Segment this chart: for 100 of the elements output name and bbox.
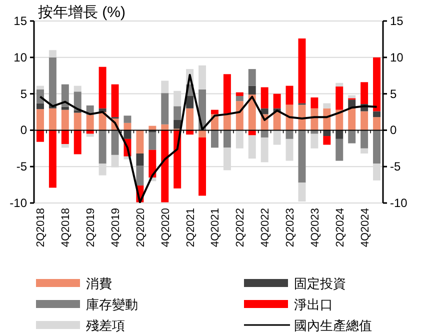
bar xyxy=(348,108,356,130)
legend-label: 淨出口 xyxy=(294,297,333,312)
bar xyxy=(86,134,94,137)
bar xyxy=(248,135,256,159)
bar xyxy=(174,120,182,129)
bar xyxy=(61,144,69,148)
bar xyxy=(74,86,82,92)
bar xyxy=(98,66,106,108)
bar xyxy=(111,84,119,118)
bar xyxy=(348,130,356,144)
chart-title: 按年增長 (%) xyxy=(38,4,126,21)
bar xyxy=(286,86,294,105)
y2-tick-label: 10 xyxy=(390,50,404,64)
bar xyxy=(36,130,44,142)
x-tick-label: 4Q2022 xyxy=(260,208,272,248)
bar xyxy=(74,112,82,130)
bar xyxy=(86,114,94,130)
x-tick-label: 2Q2021 xyxy=(184,208,197,248)
bar xyxy=(373,111,381,118)
bar xyxy=(186,108,194,130)
bar xyxy=(236,130,244,148)
bar xyxy=(36,103,44,110)
y-tick-label: 10 xyxy=(14,50,28,64)
bar xyxy=(48,108,56,130)
x-tick-label: 4Q2023 xyxy=(309,208,322,248)
x-tick-label: 4Q2021 xyxy=(210,208,222,248)
y2-tick-label: -10 xyxy=(390,196,408,210)
bar xyxy=(373,57,381,112)
bar xyxy=(298,104,306,130)
bar xyxy=(161,130,169,202)
bar xyxy=(124,116,132,123)
bar xyxy=(248,130,256,136)
bar xyxy=(61,110,69,130)
x-tick-label: 2Q2020 xyxy=(134,208,147,248)
bar xyxy=(298,38,306,104)
bar xyxy=(373,117,381,130)
x-tick-label: 2Q2024 xyxy=(334,208,346,248)
bar xyxy=(336,86,344,110)
x-tick-label: 4Q2019 xyxy=(110,208,122,248)
bar xyxy=(273,94,281,108)
y-tick-label: 5 xyxy=(20,86,28,101)
bar xyxy=(36,86,44,90)
bar xyxy=(360,130,368,148)
x-tick-label: 2Q2023 xyxy=(284,208,297,248)
bar xyxy=(236,92,244,96)
y-tick-label: -10 xyxy=(10,196,28,210)
bar xyxy=(336,130,344,139)
bar xyxy=(286,130,294,139)
bar xyxy=(310,130,318,134)
bar xyxy=(61,106,69,110)
y2-tick-label: 0 xyxy=(390,123,397,138)
bar xyxy=(86,130,94,134)
x-tick-label: 2Q2019 xyxy=(85,208,98,248)
bar xyxy=(74,130,82,154)
legend-label: 殘差項 xyxy=(86,318,125,333)
bar xyxy=(186,96,194,108)
y2-tick-label: 5 xyxy=(390,86,397,101)
bar xyxy=(136,130,144,154)
bar xyxy=(260,108,268,114)
bar xyxy=(248,69,256,86)
bar xyxy=(260,87,268,108)
bar xyxy=(186,130,194,135)
bar xyxy=(161,93,169,124)
bar xyxy=(36,89,44,104)
bar xyxy=(223,130,231,148)
bar xyxy=(260,137,268,162)
x-tick-label: 4Q2018 xyxy=(60,208,72,248)
bar xyxy=(273,130,281,145)
bar xyxy=(210,110,218,114)
legend-label: 國內生產總值 xyxy=(294,318,372,333)
bar xyxy=(210,130,218,148)
bar xyxy=(223,74,231,114)
bar xyxy=(360,111,368,130)
bar xyxy=(298,130,306,183)
bar xyxy=(148,150,156,178)
x-tick-label: 4Q2020 xyxy=(160,208,172,248)
bar xyxy=(336,138,344,161)
bar xyxy=(48,57,56,105)
x-tick-label: 2Q2022 xyxy=(234,208,247,248)
bar xyxy=(61,130,69,144)
bar xyxy=(323,103,331,108)
bar xyxy=(161,80,169,94)
bar xyxy=(98,130,106,164)
y-tick-label: 15 xyxy=(14,14,28,28)
y-tick-label: 0 xyxy=(20,123,28,138)
bar xyxy=(124,130,132,139)
bar xyxy=(260,130,268,138)
y2-tick-label: -5 xyxy=(390,160,401,174)
bar xyxy=(323,136,331,145)
bar xyxy=(136,166,144,186)
bar xyxy=(198,65,206,90)
bar xyxy=(248,86,256,95)
bar xyxy=(111,130,119,155)
bar xyxy=(360,148,368,154)
bar xyxy=(174,106,182,120)
bar xyxy=(198,137,206,196)
bar xyxy=(286,104,294,130)
bar xyxy=(236,96,244,102)
legend-label: 庫存變動 xyxy=(86,297,138,312)
x-tick-label: 2Q2018 xyxy=(35,208,48,248)
